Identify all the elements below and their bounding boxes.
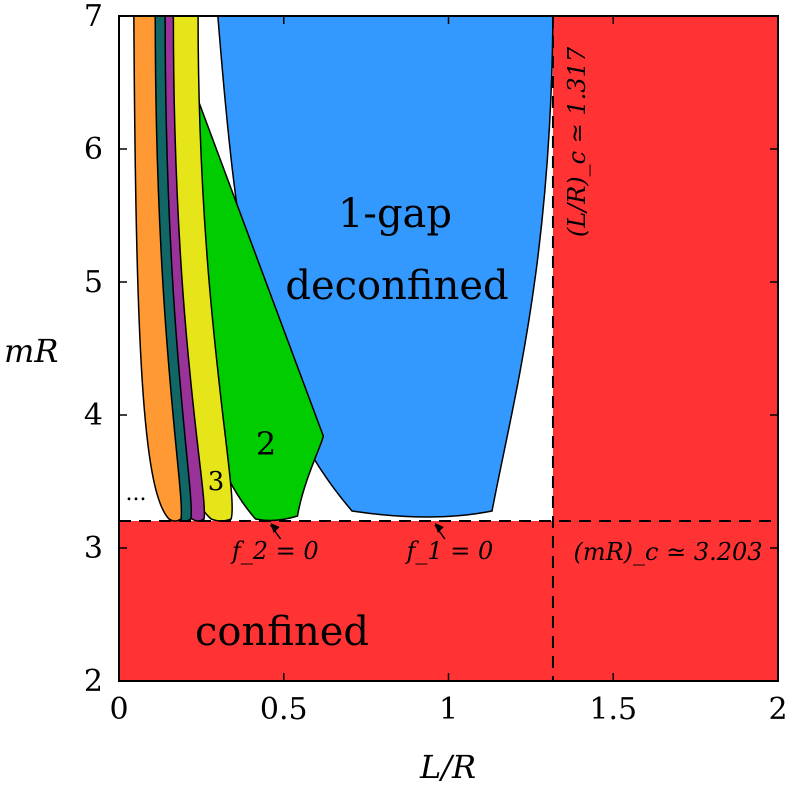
x-tick-label: 2 [768, 692, 787, 727]
two-gap-label: 2 [256, 425, 276, 463]
x-tick-label: 1 [439, 692, 458, 727]
x-tick-label: 0.5 [260, 692, 308, 727]
arrow-head [434, 523, 444, 534]
one-gap-label: 1-gap [338, 191, 452, 237]
y-tick-label: 2 [84, 664, 103, 699]
large-L-region [552, 16, 778, 522]
y-tick-label: 3 [84, 531, 103, 566]
ellipsis-label: ... [126, 481, 147, 506]
y-tick-label: 6 [84, 132, 103, 167]
y-tick-label: 7 [84, 0, 103, 34]
deconfined-label: deconfined [285, 263, 508, 309]
region-lobe-6 [133, 16, 183, 522]
x-tick-label: 1.5 [589, 692, 637, 727]
critical-mR-label: (mR)_c ≃ 3.203 [573, 538, 762, 566]
x-tick-label: 0 [109, 692, 128, 727]
critical-LR-label: (L/R)_c ≃ 1.317 [563, 46, 591, 237]
y-tick-label: 5 [84, 265, 103, 300]
f-annotation-1: f_2 = 0 [230, 537, 319, 565]
y-axis-label: mR [4, 332, 58, 370]
f-annotation-2: f_1 = 0 [404, 537, 493, 565]
confined-label: confined [195, 609, 369, 655]
y-tick-label: 4 [84, 398, 103, 433]
arrow-head [270, 523, 280, 534]
x-axis-label: L/R [419, 748, 476, 786]
three-gap-label: 3 [208, 467, 225, 497]
